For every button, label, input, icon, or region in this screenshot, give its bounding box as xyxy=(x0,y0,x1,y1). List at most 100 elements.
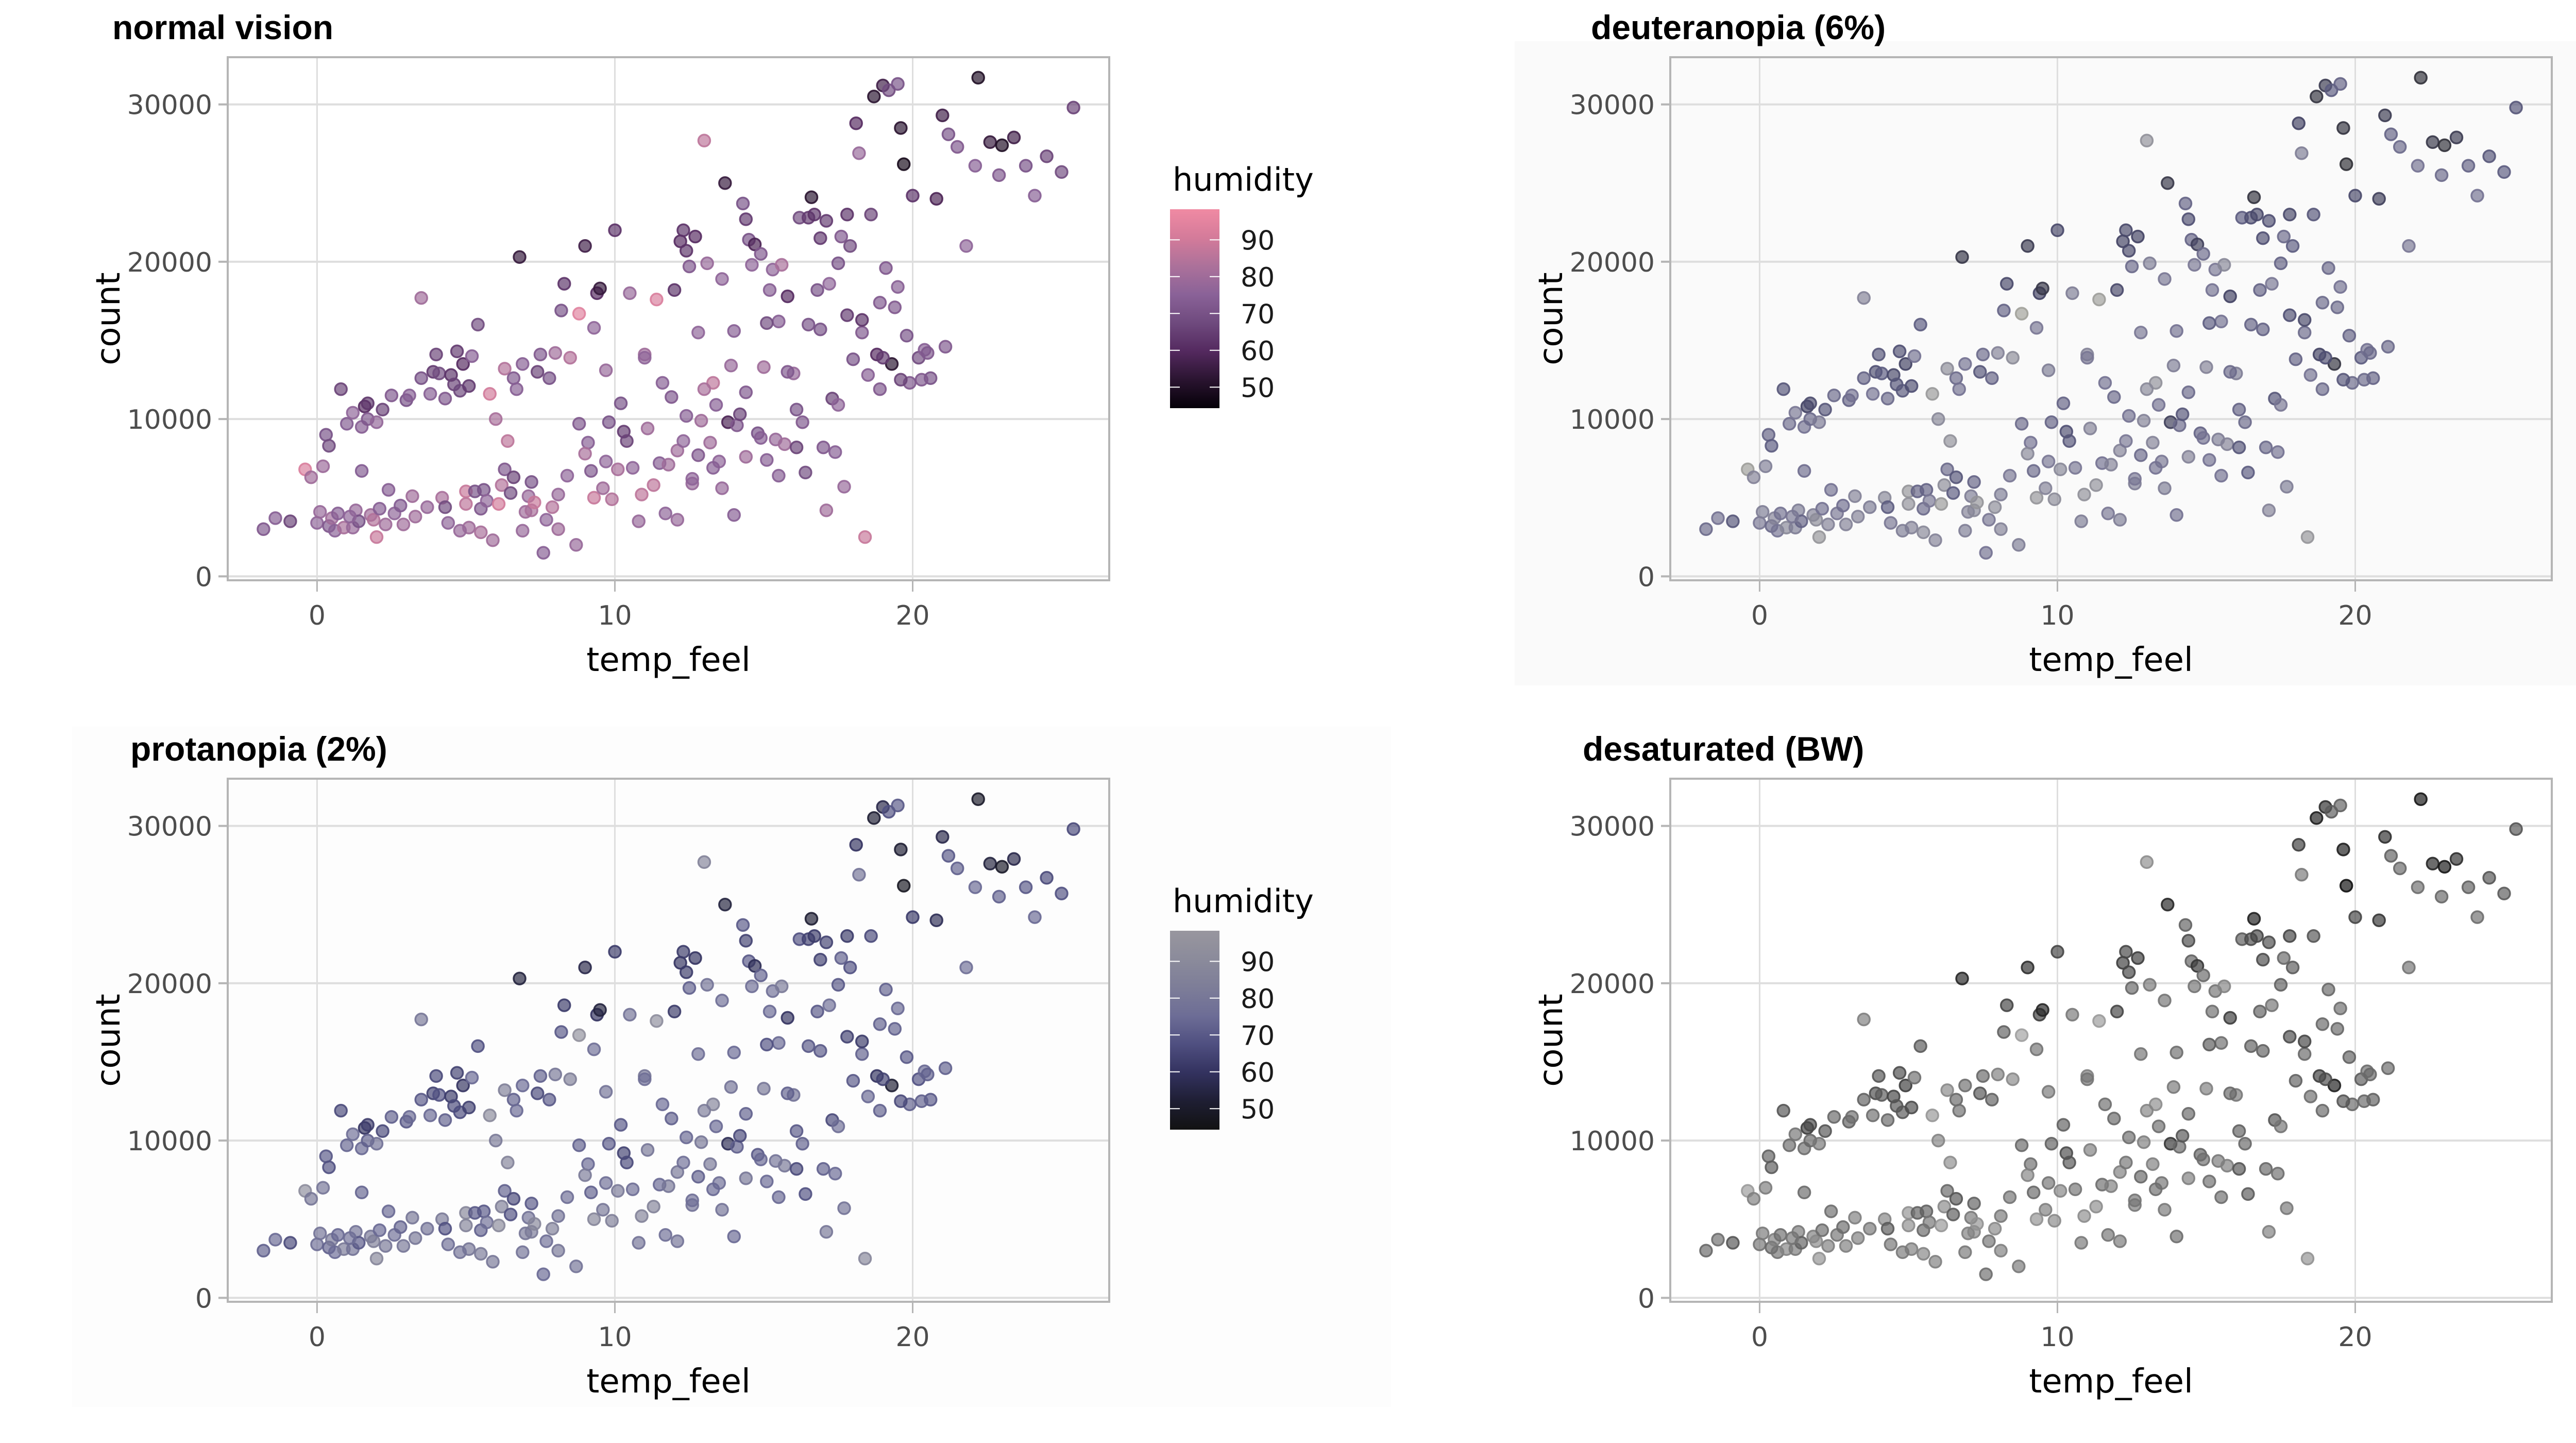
data-point xyxy=(679,244,693,258)
data-point xyxy=(2101,1228,2115,1242)
data-point xyxy=(599,1176,613,1190)
data-point xyxy=(2110,1004,2124,1019)
data-point xyxy=(2324,83,2338,97)
data-point xyxy=(1934,1218,1948,1233)
data-point xyxy=(620,434,634,448)
data-point xyxy=(900,329,914,343)
data-point xyxy=(2175,1129,2190,1143)
data-point xyxy=(688,951,702,965)
points-layer xyxy=(1699,71,2523,560)
data-point xyxy=(2029,1212,2044,1226)
data-point xyxy=(2158,1203,2172,1217)
data-point xyxy=(2292,116,2306,130)
data-point xyxy=(891,77,905,91)
data-point xyxy=(450,344,464,359)
data-point xyxy=(896,879,911,893)
data-point xyxy=(2283,208,2297,222)
data-point xyxy=(456,1079,470,1093)
data-point xyxy=(408,510,422,524)
data-point xyxy=(1821,1239,1835,1253)
data-point xyxy=(2080,1072,2094,1086)
data-point xyxy=(1895,524,1910,538)
data-point xyxy=(516,357,530,371)
data-point xyxy=(682,259,697,274)
data-point xyxy=(334,382,348,396)
data-point xyxy=(1747,1192,1761,1206)
data-point xyxy=(1943,434,1957,448)
data-point xyxy=(539,513,553,527)
data-point xyxy=(319,428,333,442)
data-point xyxy=(831,256,845,271)
data-point xyxy=(739,1171,753,1185)
data-point xyxy=(533,1069,548,1083)
data-point xyxy=(849,116,863,130)
data-point xyxy=(2062,1155,2076,1170)
data-point xyxy=(2006,1072,2020,1086)
data-point xyxy=(313,1226,327,1240)
data-point xyxy=(647,1200,660,1214)
data-point xyxy=(831,1119,845,1133)
data-point xyxy=(486,1254,500,1269)
panel-title: protanopia (2%) xyxy=(130,730,387,768)
data-point xyxy=(2196,247,2210,261)
data-point xyxy=(510,1103,523,1118)
data-point xyxy=(2178,196,2193,211)
data-point xyxy=(2289,352,2303,366)
data-point xyxy=(2119,1155,2133,1170)
data-point xyxy=(2339,157,2353,171)
data-point xyxy=(2247,190,2261,204)
plot-area xyxy=(228,779,1109,1302)
data-point xyxy=(1851,510,1865,524)
data-point xyxy=(846,352,860,366)
data-point xyxy=(2470,910,2484,924)
data-point xyxy=(1988,1221,2002,1236)
data-point xyxy=(745,258,759,272)
data-point xyxy=(2214,314,2228,329)
x-tick-label: 20 xyxy=(2338,1322,2372,1353)
data-point xyxy=(864,208,878,222)
data-point xyxy=(1884,1237,1898,1251)
data-point xyxy=(554,304,568,317)
data-point xyxy=(1922,494,1937,508)
data-point xyxy=(2014,417,2029,431)
data-point xyxy=(578,447,592,461)
data-point xyxy=(2137,413,2151,428)
data-point xyxy=(462,1100,476,1115)
data-point xyxy=(1040,871,1054,885)
data-point xyxy=(727,324,741,338)
data-point xyxy=(551,1244,565,1258)
data-point xyxy=(1815,1223,1829,1237)
data-point xyxy=(2283,929,2297,943)
data-point xyxy=(2113,443,2127,458)
x-tick-label: 20 xyxy=(895,600,929,631)
data-point xyxy=(1937,478,1952,492)
data-point xyxy=(921,1067,935,1082)
data-point xyxy=(369,1251,384,1266)
data-point xyxy=(1776,382,1790,396)
data-point xyxy=(1809,1234,1823,1248)
data-point xyxy=(623,1008,637,1022)
data-point xyxy=(774,258,789,272)
data-point xyxy=(438,1113,452,1127)
data-point xyxy=(480,1215,494,1230)
data-point xyxy=(530,365,545,379)
data-point xyxy=(1711,511,1725,525)
data-point xyxy=(563,1072,577,1086)
data-point xyxy=(855,1034,869,1049)
data-point xyxy=(2223,1086,2237,1100)
data-point xyxy=(2333,77,2347,91)
data-point xyxy=(2342,1050,2357,1064)
data-point xyxy=(506,371,521,385)
data-point xyxy=(900,1050,914,1064)
data-point xyxy=(2053,462,2067,477)
data-point xyxy=(691,448,705,462)
data-point xyxy=(2068,1182,2082,1196)
data-point xyxy=(873,1017,887,1031)
data-point xyxy=(801,1039,816,1053)
data-point xyxy=(1848,1211,1862,1224)
data-point xyxy=(676,434,690,448)
data-point xyxy=(420,1221,434,1236)
data-point xyxy=(1899,1079,1912,1093)
data-point xyxy=(894,373,908,387)
data-point xyxy=(2393,140,2407,154)
